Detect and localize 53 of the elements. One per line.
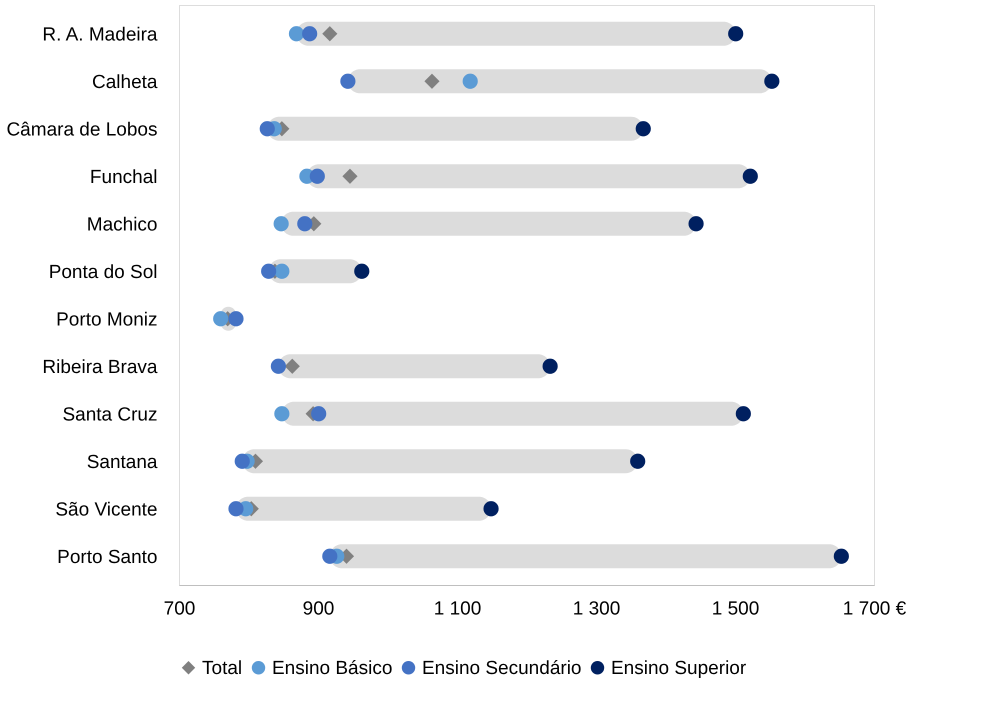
point [354, 264, 370, 279]
point [322, 548, 338, 564]
legend-label: Ensino Básico [272, 658, 392, 679]
point [834, 548, 849, 564]
point [234, 454, 250, 469]
legend-label: Ensino Secundário [422, 658, 582, 679]
y-tick-label: Porto Santo [57, 546, 158, 568]
point [424, 74, 440, 89]
y-tick-label: Câmara de Lobos [6, 119, 158, 140]
x-tick-label: 1 700 € [842, 598, 907, 620]
point [688, 216, 704, 232]
point [228, 311, 244, 326]
point [311, 406, 326, 422]
point [728, 26, 744, 42]
point [213, 311, 228, 326]
point [742, 168, 758, 184]
point [284, 358, 300, 374]
y-tick-label: Calheta [92, 72, 158, 93]
y-tick-label: Funchal [90, 166, 158, 188]
y-tick-label: Santana [86, 452, 158, 473]
y-tick-label: Machico [86, 214, 158, 236]
point [483, 501, 499, 516]
point [302, 26, 318, 42]
x-tick-label: 700 [164, 598, 196, 620]
point [736, 406, 751, 422]
point [340, 74, 356, 89]
x-tick-label: 1 500 [712, 598, 760, 620]
point [228, 501, 244, 516]
point [342, 168, 358, 184]
point [636, 121, 651, 136]
y-tick-label: Ponta do Sol [48, 262, 158, 283]
point [288, 26, 304, 42]
point [274, 216, 289, 232]
point [462, 74, 478, 89]
point [310, 168, 325, 184]
point [297, 216, 312, 232]
y-tick-label: Santa Cruz [62, 404, 158, 426]
legend-label: Total [202, 658, 242, 679]
point [322, 26, 338, 42]
x-tick-label: 1 300 [572, 598, 620, 620]
point [542, 358, 558, 374]
point [274, 406, 290, 422]
point [764, 74, 780, 89]
y-tick-label: Porto Moniz [56, 309, 158, 330]
point [260, 121, 275, 136]
y-tick-label: Ribeira Brava [42, 356, 158, 378]
x-tick-label: 900 [302, 598, 334, 620]
point [270, 358, 286, 374]
y-tick-label: São Vicente [55, 499, 158, 520]
point [630, 454, 646, 469]
y-tick-label: R. A. Madeira [42, 24, 158, 46]
legend-label: Ensino Superior [611, 658, 747, 679]
x-tick-label: 1 100 [434, 598, 482, 620]
